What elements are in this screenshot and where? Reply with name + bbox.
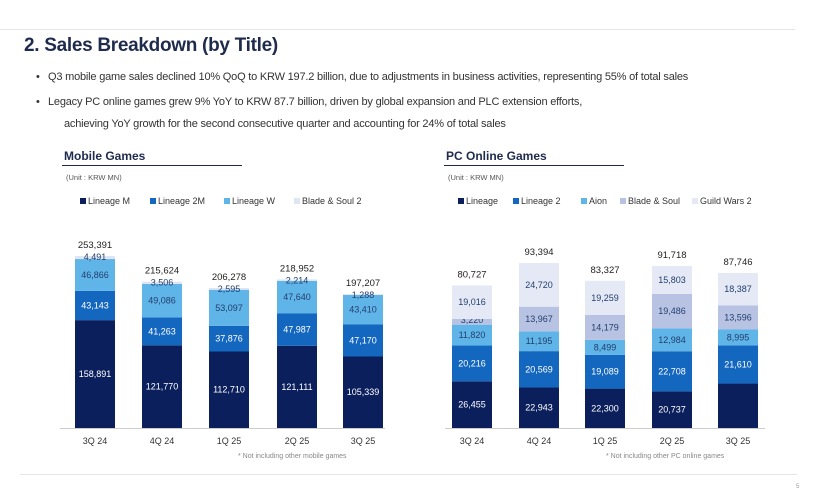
data-label: 43,143: [81, 301, 109, 311]
x-tick-label: 3Q 24: [83, 436, 108, 446]
page-number: 5: [796, 484, 800, 490]
bar-segment: [343, 295, 383, 325]
bar-segment: [75, 256, 115, 260]
bullet-pc-continued: achieving YoY growth for the second cons…: [64, 118, 506, 130]
data-label: 121,770: [146, 382, 179, 392]
data-label: 37,876: [215, 334, 243, 344]
bullet-mobile: Q3 mobile game sales declined 10% QoQ to…: [36, 71, 688, 83]
data-label: 53,097: [215, 303, 243, 313]
footer-divider: [20, 474, 797, 475]
pc-unit: (Unit : KRW MN): [448, 173, 504, 182]
data-label: 112,710: [213, 385, 245, 395]
pc-title-underline: [444, 165, 624, 166]
data-label: 46,866: [81, 270, 109, 280]
mobile-unit: (Unit : KRW MN): [66, 173, 122, 182]
legend-swatch: [294, 198, 300, 204]
total-label: 253,391: [78, 240, 112, 251]
data-label: 4,491: [84, 252, 107, 262]
data-label: 3,506: [151, 278, 174, 288]
data-label: 1,288: [352, 290, 375, 300]
bar-segment: [277, 313, 317, 346]
mobile-title-underline: [62, 165, 242, 166]
total-label: 218,952: [280, 263, 314, 274]
legend-label: Blade & Soul 2: [302, 196, 362, 206]
data-label: 121,111: [281, 382, 312, 392]
bar-segment: [142, 281, 182, 285]
bar-segment: [343, 356, 383, 428]
data-label: 47,640: [283, 292, 311, 302]
legend-swatch: [150, 198, 156, 204]
legend-swatch: [224, 198, 230, 204]
x-tick-label: 4Q 24: [150, 436, 175, 446]
data-label: 43,410: [349, 305, 377, 315]
total-label: 206,278: [212, 272, 246, 283]
bar-segment: [75, 259, 115, 291]
total-label: 215,624: [145, 266, 179, 277]
bar-segment: [277, 280, 317, 314]
bar-segment: [75, 320, 115, 428]
x-tick-label: 3Q 25: [351, 436, 376, 446]
total-label: 197,207: [346, 278, 380, 289]
data-label: 2,214: [286, 275, 309, 285]
legend-label: Lineage 2M: [158, 196, 205, 206]
bar-segment: [343, 294, 383, 296]
data-label: 47,987: [283, 325, 311, 335]
bar-segment: [277, 345, 317, 428]
page-title: 2. Sales Breakdown (by Title): [24, 35, 278, 56]
bar-segment: [209, 351, 249, 428]
pc-section-title: PC Online Games: [446, 149, 547, 163]
pc-note: * Not including other PC online games: [606, 453, 725, 460]
legend-swatch: [80, 198, 86, 204]
data-label: 2,595: [218, 284, 241, 294]
bar-segment: [142, 317, 182, 346]
data-label: 158,891: [79, 369, 112, 379]
legend-label: Lineage W: [232, 196, 276, 206]
bar-segment: [209, 289, 249, 326]
data-label: 41,263: [148, 326, 176, 336]
bullet-pc: Legacy PC online games grew 9% YoY to KR…: [36, 96, 582, 108]
data-label: 105,339: [347, 387, 380, 397]
bar-segment: [343, 324, 383, 357]
divider: [0, 29, 795, 30]
bar-segment: [209, 287, 249, 290]
data-label: 47,170: [349, 335, 377, 345]
mobile-note: * Not including other mobile games: [238, 453, 347, 460]
bar-segment: [142, 284, 182, 318]
bar-segment: [209, 325, 249, 352]
legend-label: Lineage M: [88, 196, 130, 206]
data-label: 49,086: [148, 296, 176, 306]
bar-segment: [75, 290, 115, 321]
bar-segment: [142, 345, 182, 428]
x-tick-label: 1Q 25: [217, 436, 242, 446]
x-tick-label: 2Q 25: [285, 436, 310, 446]
mobile-section-title: Mobile Games: [64, 149, 146, 163]
bar-segment: [277, 279, 317, 281]
